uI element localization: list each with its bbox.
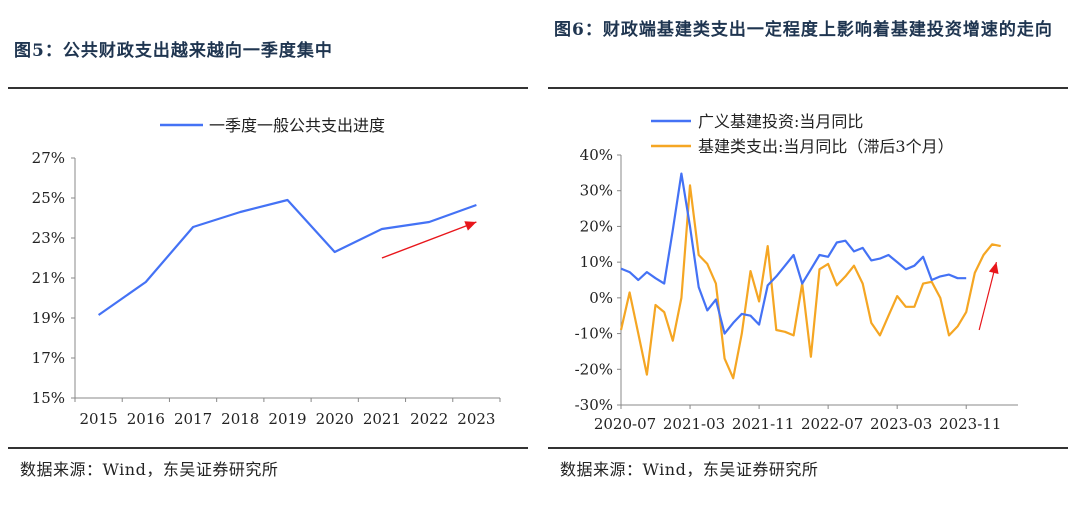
- trend-arrow: [978, 261, 998, 331]
- top-rule: [548, 87, 1068, 89]
- y-tick-label: 10%: [580, 253, 613, 271]
- x-tick-label: 2020-07: [594, 415, 656, 433]
- bottom-rule: [8, 447, 528, 449]
- x-tick-label: 2018: [221, 410, 259, 428]
- trend-arrow-head: [988, 262, 999, 275]
- y-tick-label: -30%: [575, 396, 613, 414]
- legend-label: 一季度一般公共支出进度: [209, 116, 385, 135]
- x-tick-label: 2021-03: [663, 415, 725, 433]
- x-tick-label: 2016: [127, 410, 165, 428]
- figure-5-title: 图5：公共财政支出越来越向一季度集中: [14, 41, 333, 61]
- x-tick-label: 2023-03: [870, 415, 932, 433]
- figure-5-source: 数据来源：Wind，东吴证券研究所: [20, 460, 279, 479]
- y-tick-label: 25%: [32, 189, 65, 207]
- trend-arrow: [381, 221, 477, 259]
- y-tick-label: 19%: [32, 309, 65, 327]
- trend-arrow-head: [464, 221, 477, 231]
- top-rule: [8, 87, 528, 89]
- y-tick-label: -20%: [575, 360, 613, 378]
- y-tick-label: 40%: [580, 146, 613, 164]
- x-tick-label: 2021-11: [732, 415, 794, 433]
- x-tick-label: 2022-07: [801, 415, 863, 433]
- bottom-rule: [548, 447, 1068, 449]
- x-tick-label: 2021: [363, 410, 401, 428]
- figure-6-title: 图6：财政端基建类支出一定程度上影响着基建投资增速的走向: [554, 20, 1053, 40]
- y-tick-label: 23%: [32, 229, 65, 247]
- x-tick-label: 2019: [268, 410, 306, 428]
- y-tick-label: 17%: [32, 349, 65, 367]
- y-tick-label: 30%: [580, 182, 613, 200]
- figure-6-source: 数据来源：Wind，东吴证券研究所: [560, 460, 819, 479]
- x-tick-label: 2023: [457, 410, 495, 428]
- x-tick-label: 2017: [174, 410, 212, 428]
- legend-label: 基建类支出:当月同比（滞后3个月）: [698, 137, 954, 156]
- y-tick-label: 15%: [32, 389, 65, 407]
- x-tick-label: 2020: [316, 410, 354, 428]
- y-tick-label: 27%: [32, 149, 65, 167]
- series-line: [619, 184, 1001, 380]
- figure-6-chart: 40% 30% 20% 10% 0% -10% -20% -30%2020-07 2021-03…: [575, 112, 1018, 433]
- figure-5-chart: 27% 25% 23% 21% 19% 17% 15% 2015 2016 2017 2018 201…: [32, 116, 501, 428]
- y-tick-label: -10%: [575, 325, 613, 343]
- x-tick-label: 2015: [80, 410, 118, 428]
- x-tick-label: 2022: [410, 410, 448, 428]
- y-tick-label: 21%: [32, 269, 65, 287]
- series-line: [620, 172, 967, 335]
- series-line: [97, 198, 477, 316]
- y-tick-label: 20%: [580, 217, 613, 235]
- y-tick-label: 0%: [589, 289, 613, 307]
- figure-6-panel: 图6：财政端基建类支出一定程度上影响着基建投资增速的走向 40% 30% 20% 10…: [548, 0, 1073, 506]
- x-tick-label: 2023-11: [939, 415, 1001, 433]
- figure-5-panel: 图5：公共财政支出越来越向一季度集中 27% 25% 23% 21% 19% 17% 15%…: [8, 0, 533, 506]
- legend-label: 广义基建投资:当月同比: [698, 112, 863, 131]
